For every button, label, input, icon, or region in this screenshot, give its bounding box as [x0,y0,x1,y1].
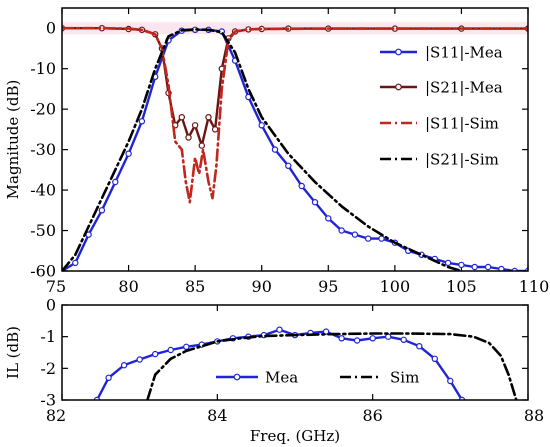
series-line--s11-sim [62,26,528,204]
axes-frame [61,304,529,401]
y-tick-label: -30 [30,140,56,159]
x-tick-label: 85 [185,277,205,296]
legend-label: |S21|-Mea [425,79,503,97]
data-point [458,261,465,269]
y-tick-label: -1 [40,327,56,346]
y-tick-label: -40 [30,181,56,200]
data-point [167,346,174,354]
data-point [400,336,407,343]
legend: |S11|-Mea |S21|-Mea |S11|-Sim |S21|-Sim [380,44,503,169]
data-point [385,333,392,340]
chart-panel-1: 75 80 85 90 95 100 105 110 0 -10 -20 -30 -40 -50 -60 Ma… [4,7,549,296]
data-point [205,113,212,121]
data-point [185,134,192,141]
legend-label: |S21|-Sim [425,151,499,169]
data-point [125,150,132,157]
data-point [447,377,454,385]
y-tick-label: 0 [46,296,56,315]
data-point [298,182,305,190]
data-point [120,362,128,369]
x-tick-label: 75 [46,277,66,296]
series-group [93,326,518,400]
y-axis-label: Magnitude (dB) [4,80,22,200]
x-axis-label: Freq. (GHz) [250,427,340,445]
data-point [285,162,292,169]
data-point [72,259,79,267]
legend-label: |S11|-Mea [425,44,503,62]
data-point [471,263,478,271]
chart-panel-2: 82 84 86 88 0 -1 -2 -3 IL (dB) Freq. (GHz) Mea Sim [4,296,544,446]
series-line-sim [146,332,518,400]
y-tick-label: -60 [30,262,56,281]
data-point [365,235,372,242]
y-ticks: 0 -10 -20 -30 -40 -50 -60 [30,19,528,281]
data-point [338,227,345,234]
legend-marker [233,373,241,381]
data-point [151,350,159,358]
data-point [136,356,143,363]
x-ticks: 82 84 86 88 [46,305,544,425]
data-point [369,335,376,342]
data-point [498,265,505,271]
y-tick-label: -2 [40,359,56,378]
x-tick-label: 88 [524,406,544,425]
data-point [211,126,219,133]
y-tick-label: -3 [40,391,56,410]
x-tick-label: 90 [252,277,272,296]
data-point [271,146,279,153]
data-point [105,374,112,381]
data-point [183,343,190,350]
x-tick-label: 110 [519,277,550,296]
data-point [325,215,332,222]
data-point [112,178,119,186]
data-point [416,343,423,350]
y-tick-label: -20 [30,100,56,119]
y-tick-label: -10 [30,59,56,78]
data-point [138,118,146,125]
data-point [353,337,361,344]
x-tick-label: 84 [207,406,227,425]
data-point [178,113,185,121]
data-point [378,235,385,242]
x-tick-label: 95 [318,277,338,296]
legend-label: |S11|-Sim [425,115,499,133]
data-point [484,263,492,271]
data-point [322,328,330,335]
legend: Mea Sim [216,369,419,387]
x-ticks: 75 80 85 90 95 100 105 110 [46,8,549,296]
legend-label: Sim [390,369,419,387]
data-point [198,142,205,149]
data-point [444,259,452,267]
legend-marker [395,83,402,91]
data-point [351,231,359,238]
data-point [98,207,106,214]
x-tick-label: 80 [118,277,138,296]
data-point [431,355,438,362]
legend-marker [395,48,402,56]
legend-label: Mea [265,369,298,387]
data-point [338,335,345,342]
data-point [258,122,265,129]
data-point [311,198,319,206]
y-tick-label: -50 [30,221,56,240]
axes-frame [61,7,529,272]
y-tick-label: 0 [46,19,56,38]
y-axis-label: IL (dB) [4,326,22,379]
x-tick-label: 82 [46,406,66,425]
series-line--s21-sim [62,28,463,271]
x-tick-label: 86 [362,406,382,425]
x-tick-label: 105 [446,277,477,296]
data-point [191,122,199,129]
x-tick-label: 100 [380,277,411,296]
y-ticks: 0 -1 -2 -3 [40,296,528,410]
data-point [276,326,283,333]
series-group [62,25,528,271]
